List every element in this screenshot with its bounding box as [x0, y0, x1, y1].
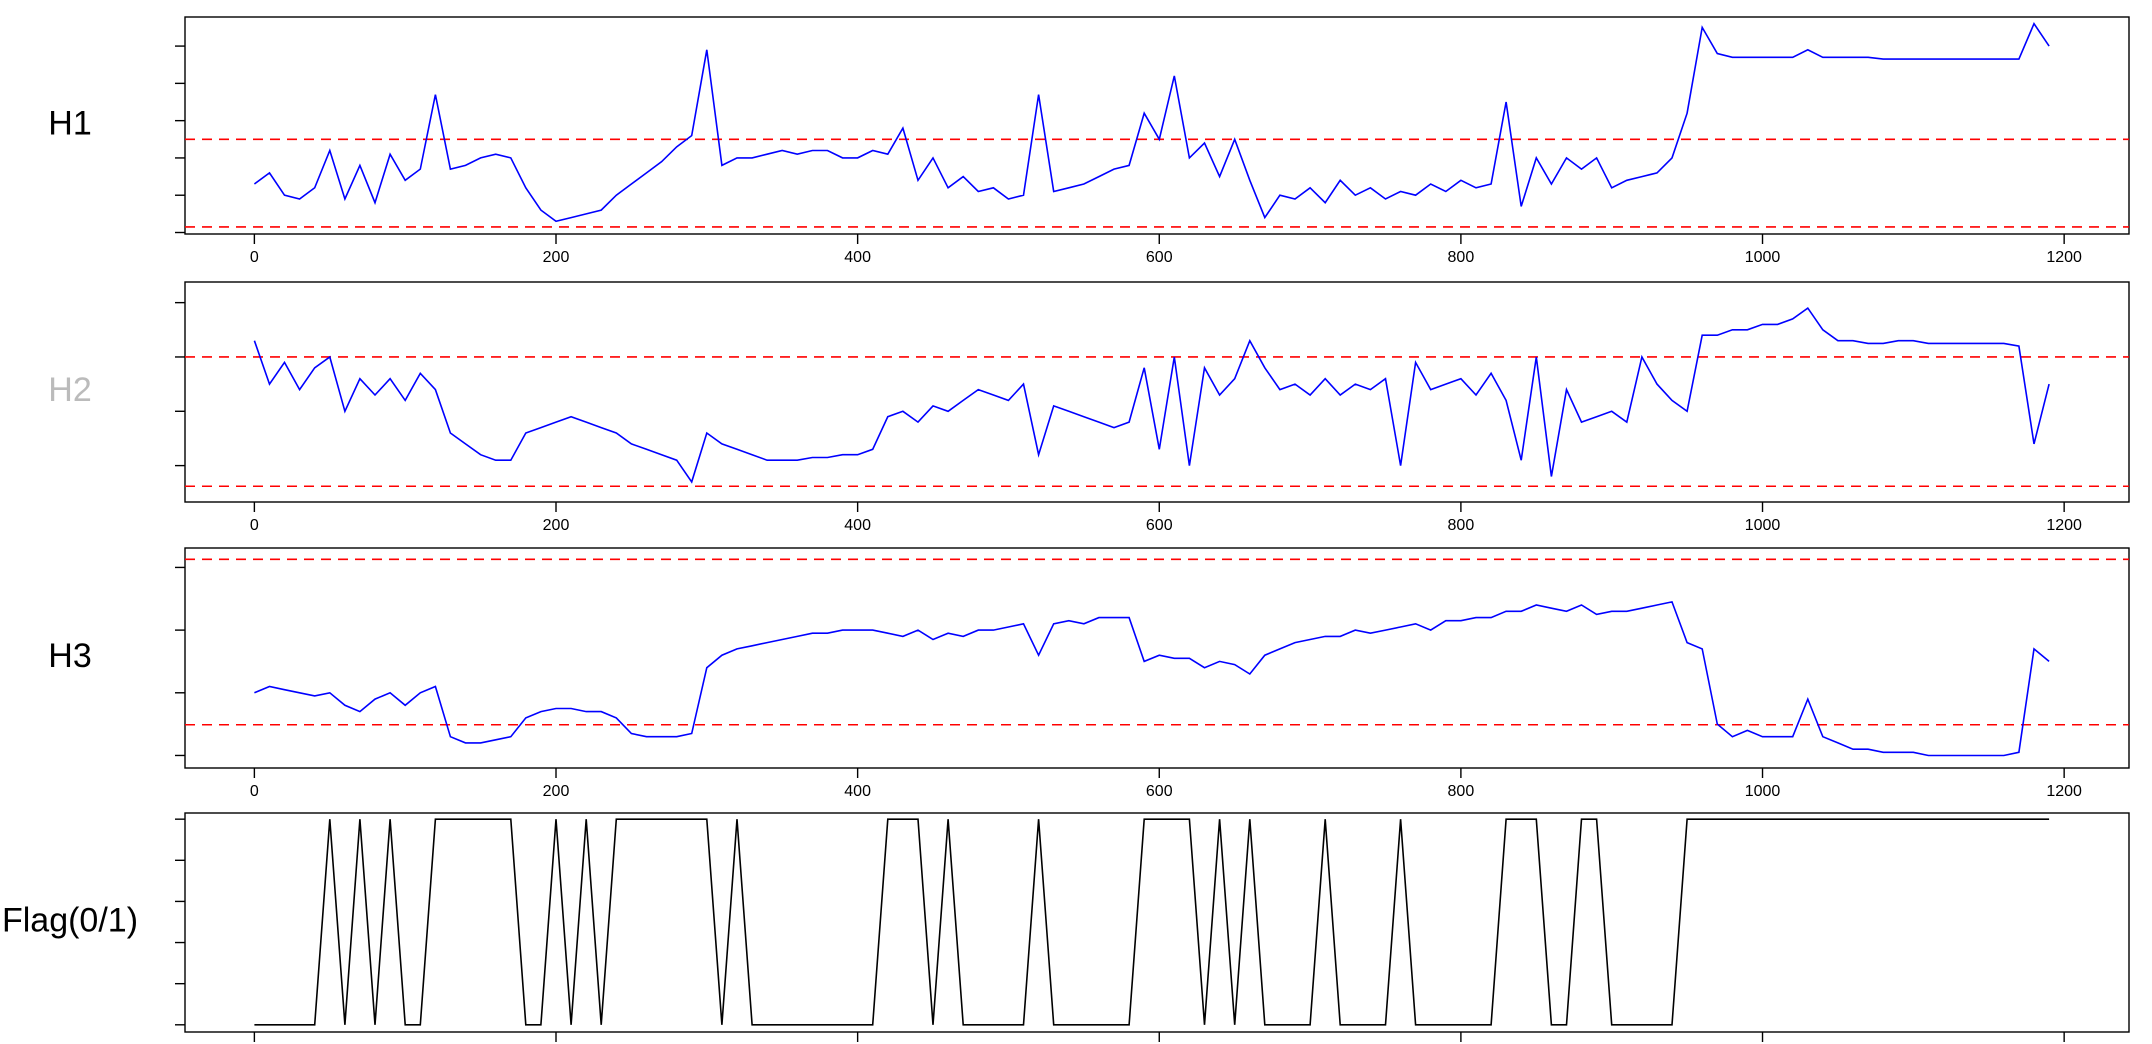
panel-label: H2 [48, 371, 91, 409]
x-tick-label: 800 [1448, 249, 1475, 266]
panel-label: Flag(0/1) [2, 901, 138, 939]
data-line [254, 600, 2050, 757]
x-tick-label: 1200 [2046, 517, 2082, 534]
x-tick-label: 0 [250, 249, 259, 266]
data-line [254, 818, 2050, 1026]
x-tick-label: 1000 [1745, 517, 1781, 534]
x-tick-label: 200 [543, 517, 570, 534]
x-tick-label: 600 [1146, 249, 1173, 266]
panel [184, 547, 2130, 769]
x-tick-label: 600 [1146, 517, 1173, 534]
panel-label: H1 [48, 104, 91, 142]
x-tick-label: 1200 [2046, 783, 2082, 800]
x-tick-label: 200 [543, 249, 570, 266]
panel [184, 281, 2130, 503]
data-line [253, 306, 2050, 484]
x-tick-label: 1000 [1745, 783, 1781, 800]
x-tick-label: 800 [1448, 517, 1475, 534]
panel-label: H3 [48, 637, 91, 675]
panel [184, 812, 2130, 1033]
x-tick-label: 0 [250, 517, 259, 534]
x-tick-label: 1200 [2046, 249, 2082, 266]
x-tick-label: 200 [543, 783, 570, 800]
data-line [253, 22, 2050, 223]
x-tick-label: 600 [1146, 783, 1173, 800]
x-tick-label: 1000 [1745, 249, 1781, 266]
panel [184, 16, 2130, 235]
x-tick-label: 400 [844, 517, 871, 534]
x-tick-label: 0 [250, 783, 259, 800]
x-tick-label: 800 [1448, 783, 1475, 800]
x-tick-label: 400 [844, 249, 871, 266]
x-tick-label: 400 [844, 783, 871, 800]
